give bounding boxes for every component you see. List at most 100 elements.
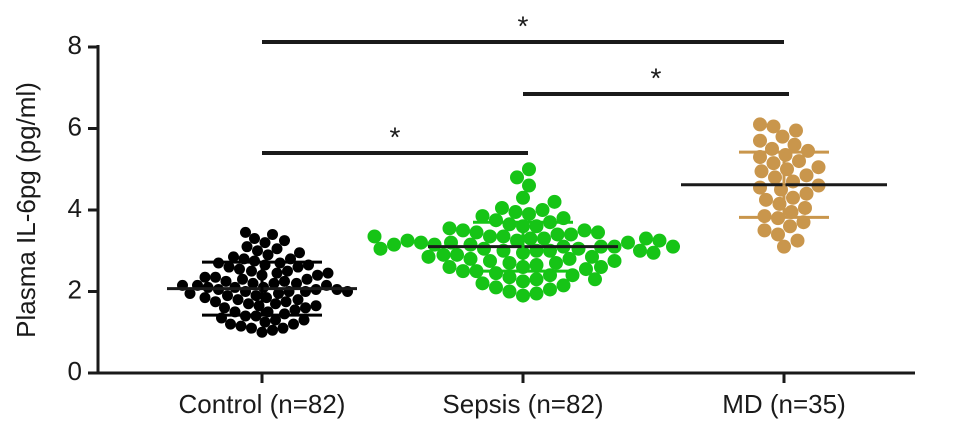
data-point: [535, 203, 550, 217]
data-point: [298, 314, 310, 326]
data-point: [184, 288, 196, 300]
data-point: [811, 160, 826, 175]
data-point: [529, 286, 544, 301]
x-tick-label: Sepsis (n=82): [442, 389, 603, 419]
data-point: [489, 280, 503, 295]
data-point: [547, 194, 562, 209]
data-point: [529, 258, 544, 273]
data-point: [757, 223, 772, 238]
data-point: [591, 225, 605, 240]
data-point: [210, 296, 221, 308]
data-point: [495, 200, 509, 215]
data-point: [502, 270, 517, 285]
data-point: [436, 247, 451, 262]
data-point: [300, 302, 311, 314]
data-point: [571, 241, 586, 256]
data-point: [556, 278, 571, 293]
data-point: [577, 223, 592, 238]
data-point: [768, 170, 782, 185]
data-point: [456, 264, 470, 279]
data-point: [759, 192, 773, 207]
data-point: [766, 156, 781, 171]
data-point: [292, 261, 304, 273]
data-point: [790, 233, 805, 248]
data-point: [543, 282, 557, 297]
data-point: [469, 225, 484, 240]
data-point: [789, 123, 803, 138]
data-point: [594, 260, 608, 275]
data-point: [225, 318, 236, 330]
data-point: [510, 170, 524, 185]
data-point: [450, 247, 464, 262]
data-point: [477, 241, 491, 256]
data-point: [753, 180, 767, 195]
data-point: [199, 292, 211, 304]
data-point: [754, 164, 769, 179]
y-axis-label: Plasma IL-6pg (pg/ml): [11, 82, 41, 338]
data-point: [508, 205, 523, 220]
data-point: [288, 318, 299, 330]
data-point: [312, 269, 323, 281]
data-point: [537, 231, 551, 246]
data-point: [414, 235, 428, 250]
y-tick-label: 8: [68, 30, 82, 60]
data-point: [666, 239, 680, 254]
data-point: [516, 288, 530, 303]
data-point: [270, 314, 281, 326]
data-point: [483, 229, 497, 244]
data-point: [421, 249, 436, 264]
data-point: [291, 277, 302, 289]
data-point: [780, 162, 794, 177]
data-point: [529, 272, 544, 287]
data-point: [792, 154, 806, 169]
significance-label: *: [651, 62, 662, 93]
data-point: [475, 276, 490, 291]
data-point: [502, 255, 517, 270]
data-point: [786, 190, 800, 205]
y-tick-label: 2: [68, 274, 82, 304]
data-point: [496, 229, 511, 244]
data-point: [489, 266, 503, 281]
data-point: [753, 117, 767, 132]
data-point: [301, 273, 313, 285]
data-point: [220, 275, 232, 287]
data-point: [799, 168, 814, 183]
data-point: [271, 243, 283, 255]
data-point: [235, 320, 247, 332]
y-tick-label: 6: [68, 111, 82, 141]
data-point: [463, 251, 478, 266]
x-tick-label: Control (n=82): [179, 389, 346, 419]
data-point: [463, 237, 478, 252]
data-point: [400, 233, 415, 248]
data-point: [373, 241, 388, 256]
data-point: [279, 235, 290, 247]
data-point: [522, 162, 536, 177]
data-point: [210, 271, 221, 283]
data-point: [621, 235, 635, 250]
data-point: [798, 200, 812, 215]
data-point: [786, 174, 800, 189]
data-point: [310, 300, 322, 312]
data-point: [282, 265, 293, 277]
data-point: [289, 304, 301, 316]
data-point: [234, 263, 245, 275]
y-tick-label: 0: [68, 356, 82, 386]
data-point: [237, 273, 248, 285]
data-point: [783, 219, 797, 234]
data-point: [367, 229, 382, 244]
data-point: [247, 277, 259, 289]
data-point: [771, 227, 785, 242]
data-point: [639, 231, 653, 246]
data-point: [799, 186, 814, 201]
data-point: [250, 290, 262, 302]
data-point: [268, 277, 280, 289]
data-point: [516, 190, 530, 205]
data-point: [273, 288, 284, 300]
data-point: [292, 294, 304, 306]
data-point: [277, 322, 289, 334]
data-point: [252, 245, 263, 257]
data-point: [270, 298, 281, 310]
data-point: [442, 221, 457, 236]
data-point: [267, 324, 278, 336]
